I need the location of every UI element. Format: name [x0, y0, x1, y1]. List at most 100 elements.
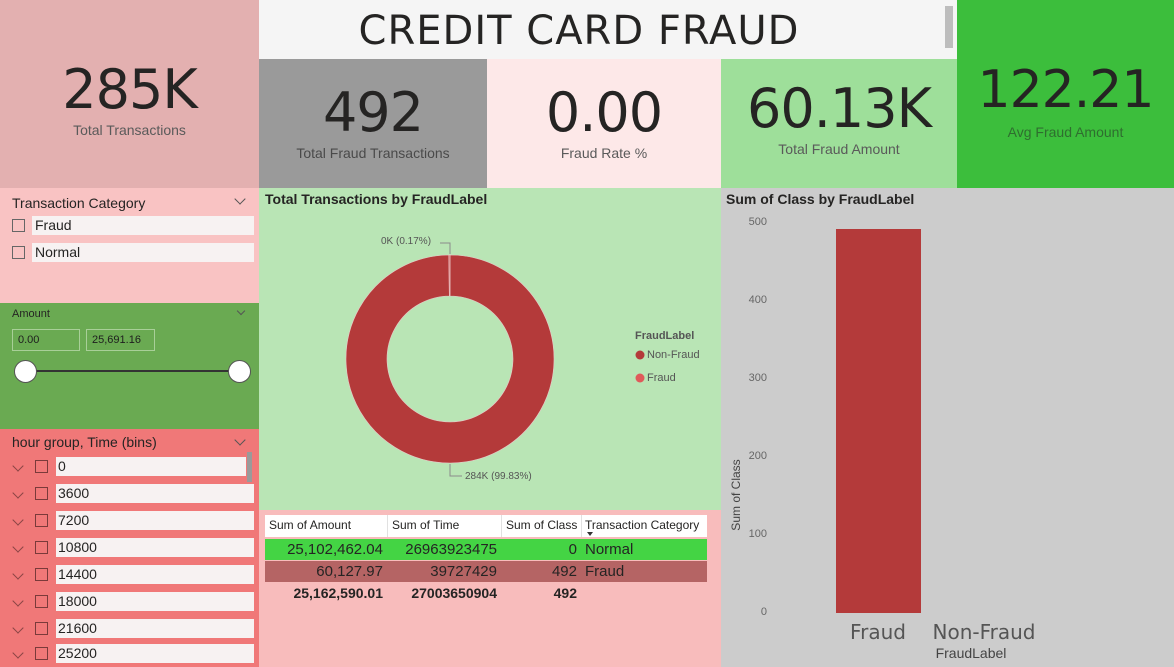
amount-slider-min-handle[interactable] — [14, 360, 37, 383]
column-divider — [501, 515, 502, 537]
hour-option-label[interactable]: 7200 — [56, 511, 254, 530]
hour-option-label[interactable]: 18000 — [56, 592, 254, 611]
total-sum-amount: 25,162,590.01 — [293, 585, 383, 601]
hour-slicer-scrollbar[interactable] — [247, 452, 252, 482]
option-normal[interactable]: Normal — [32, 243, 254, 262]
kpi-card-avg-fraud-amount: 122.21 Avg Fraud Amount — [957, 0, 1174, 188]
donut-slice-fraud[interactable] — [448, 254, 451, 297]
kpi-card-total-transactions: 285K Total Transactions — [0, 0, 259, 188]
amount-slider-track[interactable] — [26, 370, 240, 372]
cell-sum-time: 39727429 — [430, 563, 497, 580]
amount-max-input[interactable]: 25,691.16 — [86, 329, 155, 351]
column-divider — [581, 515, 582, 537]
checkbox-normal[interactable] — [12, 246, 25, 259]
checkbox[interactable] — [35, 647, 48, 660]
chevron-down-icon[interactable] — [12, 487, 24, 499]
kpi-label: Total Fraud Transactions — [296, 145, 450, 161]
kpi-label: Avg Fraud Amount — [1007, 124, 1124, 140]
cell-transaction-category: Fraud — [585, 563, 625, 580]
column-header-transaction-category[interactable]: Transaction Category — [585, 518, 700, 532]
hour-option-label[interactable]: 25200 — [56, 644, 254, 663]
hour-option-label[interactable]: 14400 — [56, 565, 254, 584]
slicer-title: hour group, Time (bins) — [12, 434, 157, 450]
chevron-down-icon[interactable] — [12, 541, 24, 553]
cell-sum-class: 0 — [568, 541, 577, 558]
chevron-down-icon[interactable] — [12, 647, 24, 659]
chevron-down-icon[interactable] — [234, 193, 246, 205]
list-item[interactable]: 14400 — [0, 565, 259, 592]
legend-label-fraud[interactable]: Fraud — [647, 372, 676, 384]
total-sum-time: 27003650904 — [411, 585, 497, 601]
hour-option-label[interactable]: 3600 — [56, 484, 254, 503]
checkbox-fraud[interactable] — [12, 219, 25, 232]
cell-sum-amount: 25,102,462.04 — [287, 541, 383, 558]
kpi-value: 492 — [322, 81, 424, 144]
list-item[interactable]: 3600 — [0, 484, 259, 511]
donut-slice-non-fraud[interactable] — [345, 254, 555, 464]
y-tick-label: 300 — [748, 372, 767, 384]
legend-title: FraudLabel — [635, 330, 695, 342]
list-item[interactable]: 0 — [0, 457, 259, 484]
chevron-down-icon[interactable] — [12, 622, 24, 634]
hour-option-label[interactable]: 10800 — [56, 538, 254, 557]
title-scrollbar[interactable] — [945, 6, 953, 48]
kpi-card-total-fraud-amount: 60.13K Total Fraud Amount — [721, 59, 957, 188]
cell-sum-amount: 60,127.97 — [316, 563, 383, 580]
hour-option-label[interactable]: 21600 — [56, 619, 254, 638]
kpi-label: Total Fraud Amount — [778, 141, 900, 157]
kpi-card-fraud-rate: 0.00 Fraud Rate % — [487, 59, 721, 188]
option-fraud[interactable]: Fraud — [32, 216, 254, 235]
bar-chart-panel: Sum of Class by FraudLabel Sum of Class … — [721, 188, 1174, 667]
chevron-down-icon[interactable] — [236, 306, 246, 316]
sort-desc-icon[interactable] — [587, 532, 593, 536]
hour-option-label[interactable]: 0 — [56, 457, 246, 476]
table-row[interactable]: 60,127.97 39727429 492 Fraud — [265, 561, 707, 582]
chevron-down-icon[interactable] — [234, 434, 246, 446]
amount-min-input[interactable]: 0.00 — [12, 329, 80, 351]
y-tick-label: 0 — [760, 606, 767, 618]
checkbox[interactable] — [35, 487, 48, 500]
legend-dot-fraud[interactable] — [635, 373, 645, 383]
list-item[interactable]: 7200 — [0, 511, 259, 538]
chevron-down-icon[interactable] — [12, 595, 24, 607]
column-header-sum-amount[interactable]: Sum of Amount — [269, 518, 352, 532]
y-tick-label: 100 — [748, 528, 767, 540]
chevron-down-icon[interactable] — [12, 514, 24, 526]
list-item[interactable]: 18000 — [0, 592, 259, 619]
column-header-sum-class[interactable]: Sum of Class — [506, 518, 578, 532]
checkbox[interactable] — [35, 514, 48, 527]
data-label-fraud: 0K (0.17%) — [381, 236, 432, 247]
donut-chart[interactable] — [259, 188, 721, 510]
list-item[interactable]: 25200 — [0, 644, 259, 667]
hour-group-slicer: hour group, Time (bins) 0 3600 7200 1080… — [0, 429, 259, 667]
checkbox[interactable] — [35, 568, 48, 581]
data-label-nonfraud: 284K (99.83%) — [465, 471, 532, 482]
checkbox[interactable] — [35, 595, 48, 608]
chevron-down-icon[interactable] — [12, 568, 24, 580]
legend-label-nonfraud[interactable]: Non-Fraud — [647, 349, 700, 361]
list-item[interactable]: 21600 — [0, 619, 259, 646]
checkbox[interactable] — [35, 460, 48, 473]
legend-dot-nonfraud[interactable] — [635, 350, 645, 360]
cell-transaction-category: Normal — [585, 541, 634, 558]
column-header-sum-time[interactable]: Sum of Time — [392, 518, 460, 532]
donut-chart-panel: Total Transactions by FraudLabel 0K (0.1… — [259, 188, 721, 510]
x-axis-label: FraudLabel — [935, 645, 1007, 661]
amount-slider-max-handle[interactable] — [228, 360, 251, 383]
checkbox[interactable] — [35, 622, 48, 635]
slicer-title: Transaction Category — [12, 195, 146, 211]
leader-line-nonfraud — [449, 464, 462, 477]
bar-fraud[interactable] — [835, 229, 921, 613]
table-row[interactable]: 25,102,462.04 26963923475 0 Normal — [265, 539, 707, 560]
x-tick-label: Fraud — [850, 620, 906, 644]
checkbox[interactable] — [35, 541, 48, 554]
x-tick-label: Non-Fraud — [932, 620, 1036, 644]
table-total-row: 25,162,590.01 27003650904 492 — [265, 583, 707, 604]
kpi-card-total-fraud-transactions: 492 Total Fraud Transactions — [259, 59, 487, 188]
amount-slicer: Amount 0.00 25,691.16 — [0, 303, 259, 429]
kpi-value: 285K — [62, 58, 197, 121]
chart-title: Sum of Class by FraudLabel — [726, 191, 915, 207]
list-item[interactable]: 10800 — [0, 538, 259, 565]
chevron-down-icon[interactable] — [12, 460, 24, 472]
dashboard-title-box: CREDIT CARD FRAUD DETECTION — [259, 0, 956, 100]
